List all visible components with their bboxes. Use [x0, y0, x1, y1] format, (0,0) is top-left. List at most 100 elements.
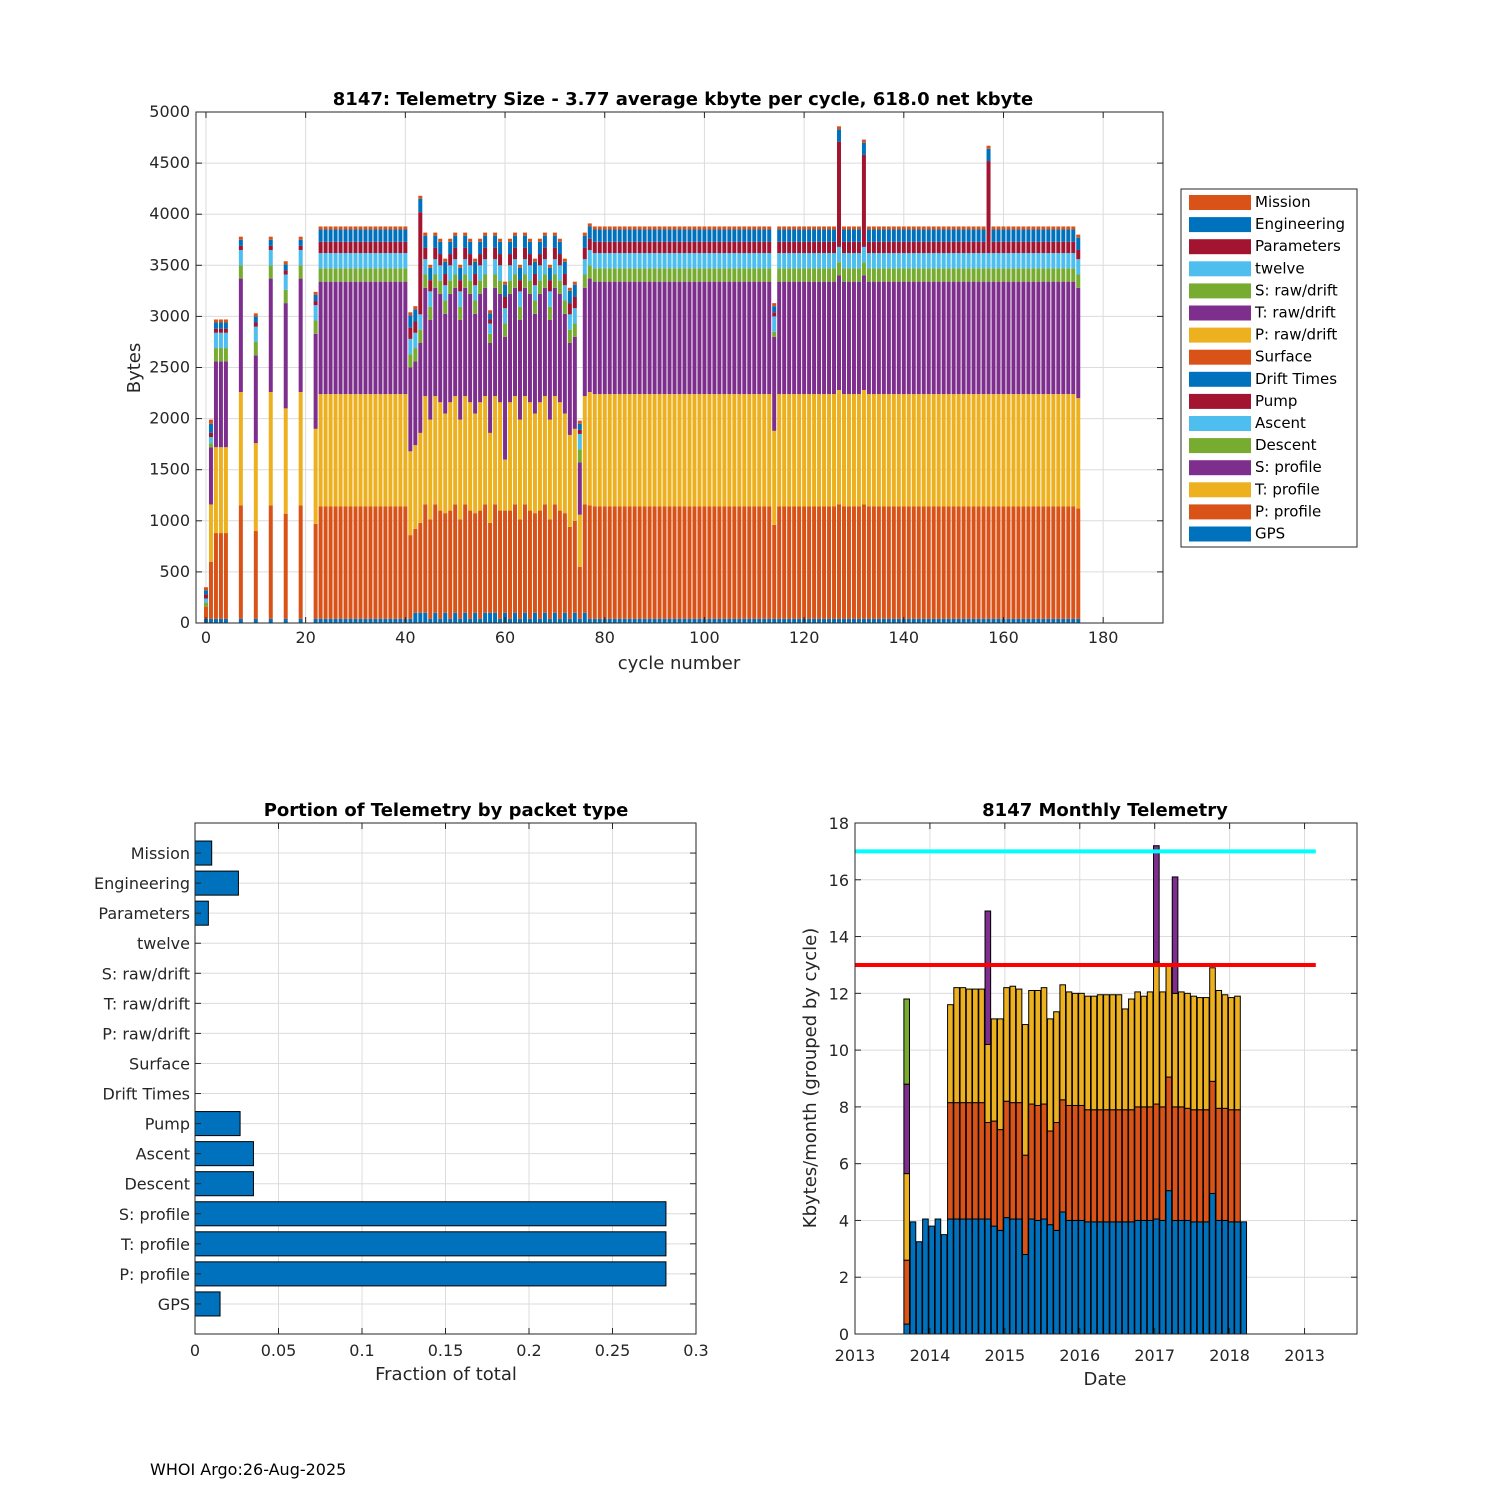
cycle-bar-segment	[493, 274, 498, 288]
cycle-bar-segment	[1016, 229, 1021, 242]
cycle-bar-segment	[652, 618, 657, 623]
cycle-bar-segment	[841, 241, 846, 254]
cycle-bar-segment	[532, 261, 537, 274]
x-tick-label: 100	[689, 628, 720, 647]
cycle-bar-segment	[802, 268, 807, 282]
cycle-bar-segment	[503, 510, 508, 613]
category-label: Surface	[129, 1054, 190, 1073]
cycle-bar-segment	[687, 253, 692, 269]
cycle-bar-segment	[856, 229, 861, 242]
cycle-bar-segment	[393, 281, 398, 395]
cycle-bar-segment	[448, 254, 453, 266]
legend-label: Mission	[1255, 193, 1311, 211]
cycle-bar-segment	[627, 229, 632, 242]
cycle-bar-segment	[453, 232, 458, 236]
cycle-bar-segment	[807, 253, 812, 269]
cycle-bar-segment	[313, 294, 318, 302]
cycle-bar-segment	[717, 241, 722, 254]
cycle-bar-segment	[986, 145, 991, 149]
cycle-bar-segment	[827, 226, 832, 230]
cycle-bar-segment	[772, 312, 777, 317]
monthly-bar-segment	[1078, 1219, 1085, 1335]
cycle-bar-segment	[712, 226, 717, 230]
cycle-bar-segment	[707, 241, 712, 254]
cycle-bar-segment	[827, 506, 832, 619]
cycle-bar-segment	[642, 394, 647, 507]
cycle-bar-segment	[851, 253, 856, 269]
cycle-bar-segment	[1001, 281, 1006, 395]
cycle-bar-segment	[283, 274, 288, 290]
cycle-bar-segment	[667, 229, 672, 242]
cycle-bar-segment	[846, 506, 851, 619]
cycle-bar-segment	[1001, 253, 1006, 269]
cycle-bar-segment	[856, 253, 861, 269]
cycle-bar-segment	[418, 195, 423, 199]
telemetry-size-title: 8147: Telemetry Size - 3.77 average kbyt…	[333, 89, 1033, 110]
cycle-bar-segment	[418, 612, 423, 623]
monthly-ylabel: Kbytes/month (grouped by cycle)	[800, 928, 821, 1228]
cycle-bar-segment	[627, 394, 632, 507]
cycle-bar-segment	[817, 268, 822, 282]
cycle-bar-segment	[662, 253, 667, 269]
cycle-bar-segment	[582, 232, 587, 236]
cycle-bar-segment	[812, 241, 817, 254]
cycle-bar-segment	[433, 274, 438, 288]
monthly-bar-segment	[1109, 994, 1116, 1111]
cycle-bar-segment	[493, 235, 498, 248]
cycle-bar-segment	[378, 394, 383, 507]
cycle-bar-segment	[632, 229, 637, 242]
cycle-bar-segment	[632, 394, 637, 507]
cycle-bar-segment	[837, 141, 841, 247]
cycle-bar-segment	[363, 618, 368, 623]
cycle-bar-segment	[493, 287, 498, 397]
cycle-bar-segment	[956, 268, 961, 282]
cycle-bar-segment	[398, 281, 403, 395]
monthly-bar-segment	[978, 988, 985, 1104]
cycle-bar-segment	[971, 253, 976, 269]
cycle-bar-segment	[388, 229, 393, 242]
cycle-bar-segment	[667, 506, 672, 619]
monthly-bar-segment	[972, 988, 979, 1104]
cycle-bar-segment	[752, 281, 757, 395]
cycle-bar-segment	[318, 229, 323, 242]
cycle-bar-segment	[802, 394, 807, 507]
cycle-bar-segment	[647, 618, 652, 623]
cycle-bar-segment	[1001, 229, 1006, 242]
cycle-bar-segment	[572, 520, 577, 613]
cycle-bar-segment	[627, 241, 632, 254]
cycle-bar-segment	[238, 249, 243, 266]
monthly-bar-segment	[1184, 992, 1191, 1109]
cycle-bar-segment	[717, 229, 722, 242]
monthly-bar-segment	[1153, 1103, 1160, 1220]
cycle-bar-segment	[458, 280, 463, 292]
cycle-bar-segment	[742, 241, 747, 254]
cycle-bar-segment	[458, 618, 463, 623]
cycle-bar-segment	[358, 506, 363, 619]
cycle-bar-segment	[672, 394, 677, 507]
cycle-bar-segment	[1046, 394, 1051, 507]
cycle-bar-segment	[1066, 268, 1071, 282]
cycle-bar-segment	[856, 281, 861, 395]
monthly-bar-segment	[947, 1004, 954, 1104]
x-tick-label: 2017	[1134, 1346, 1175, 1365]
cycle-bar-segment	[328, 618, 333, 623]
cycle-bar-segment	[518, 618, 522, 623]
cycle-bar-segment	[991, 506, 996, 619]
cycle-bar-segment	[353, 394, 358, 507]
cycle-bar-segment	[453, 504, 458, 613]
cycle-bar-segment	[856, 506, 861, 619]
cycle-bar-segment	[677, 226, 682, 230]
monthly-bar-segment	[953, 1102, 960, 1220]
cycle-bar-segment	[373, 268, 378, 282]
legend-swatch	[1189, 217, 1251, 233]
cycle-bar-segment	[991, 241, 996, 254]
cycle-bar-segment	[383, 241, 388, 254]
cycle-bar-segment	[976, 268, 981, 282]
cycle-bar-segment	[966, 281, 971, 395]
cycle-bar-segment	[767, 253, 772, 269]
cycle-bar-segment	[612, 618, 617, 623]
cycle-bar-segment	[398, 506, 403, 619]
cycle-bar-segment	[747, 253, 752, 269]
cycle-bar-segment	[483, 287, 488, 397]
cycle-bar-segment	[398, 226, 403, 230]
